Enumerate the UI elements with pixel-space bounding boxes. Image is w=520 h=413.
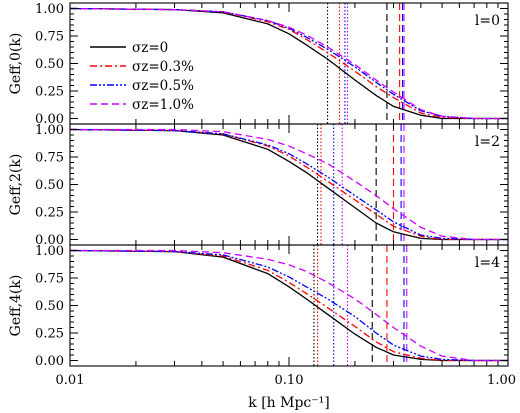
panel-2: 0.00 0.25 0.50 0.75 1.00 l=4 Geff,4(k) — [8, 244, 509, 369]
panel-1-ytick-label-2: 0.50 — [35, 178, 64, 193]
panel-1-ytick-label-3: 0.75 — [35, 151, 64, 166]
legend: σz=0 σz=0.3% σz=0.5% σz=1.0% — [90, 40, 194, 113]
panel-0-series-3 — [69, 7, 508, 120]
x-axis-label: k [h Mpc⁻¹] — [248, 395, 329, 411]
panel-2-ytick-label-2: 0.50 — [35, 299, 64, 314]
legend-label-2: σz=0.5% — [132, 78, 194, 94]
panel-2-ytick-label-3: 0.75 — [35, 272, 64, 287]
xtick-label-2: 1.00 — [487, 373, 516, 388]
panel-0-series-2 — [69, 7, 508, 120]
panel-1-ytick-label-0: 0.00 — [35, 233, 64, 248]
xtick-label-1: 0.10 — [275, 373, 304, 388]
panel-2-series-3 — [70, 249, 508, 362]
panel-2-label: l=4 — [475, 255, 500, 271]
panel-2-ytick-label-4: 1.00 — [35, 244, 64, 259]
panel-1-series-2 — [69, 128, 508, 241]
legend-label-3: σz=1.0% — [132, 97, 194, 113]
panel-1-series-1 — [69, 128, 508, 241]
panel-0-ytick-label-0: 0.00 — [35, 112, 64, 127]
panel-1-ylabel: Geff,2(k) — [8, 154, 24, 216]
panel-0-ytick-label-1: 0.25 — [35, 85, 64, 100]
panel-1-ytick-label-4: 1.00 — [35, 123, 64, 138]
panel-0-series-0 — [69, 7, 508, 120]
panel-1-series-3 — [70, 128, 508, 241]
xtick-label-0: 0.01 — [56, 373, 85, 388]
panel-0-label: l=0 — [475, 13, 500, 29]
panel-2-frame — [69, 244, 509, 367]
panel-0-ytick-label-3: 0.75 — [35, 30, 64, 45]
panel-1: 0.00 0.25 0.50 0.75 1.00 l=2 Geff,2(k) — [8, 123, 509, 248]
panel-2-ytick-label-1: 0.25 — [35, 327, 64, 342]
panel-2-series-2 — [69, 249, 508, 362]
panel-1-ytick-label-1: 0.25 — [35, 206, 64, 221]
panel-2-series-1 — [69, 249, 508, 362]
panel-0: 0.00 0.25 0.50 0.75 1.00 l=0 Geff,0(k) — [8, 2, 509, 127]
panel-2-ytick-label-0: 0.00 — [35, 354, 64, 369]
panel-0-ytick-label-4: 1.00 — [35, 2, 64, 17]
legend-label-0: σz=0 — [132, 40, 168, 56]
panel-0-ylabel: Geff,0(k) — [8, 33, 24, 95]
panel-0-ytick-label-2: 0.50 — [35, 57, 64, 72]
panel-2-ylabel: Geff,4(k) — [8, 275, 24, 337]
panel-2-series-0 — [69, 249, 508, 362]
legend-label-1: σz=0.3% — [132, 59, 194, 75]
panel-1-label: l=2 — [475, 134, 500, 150]
panel-1-frame — [69, 123, 509, 246]
panels: 0.00 0.25 0.50 0.75 1.00 l=0 Geff,0(k) 0.00 0.25… — [8, 2, 516, 388]
